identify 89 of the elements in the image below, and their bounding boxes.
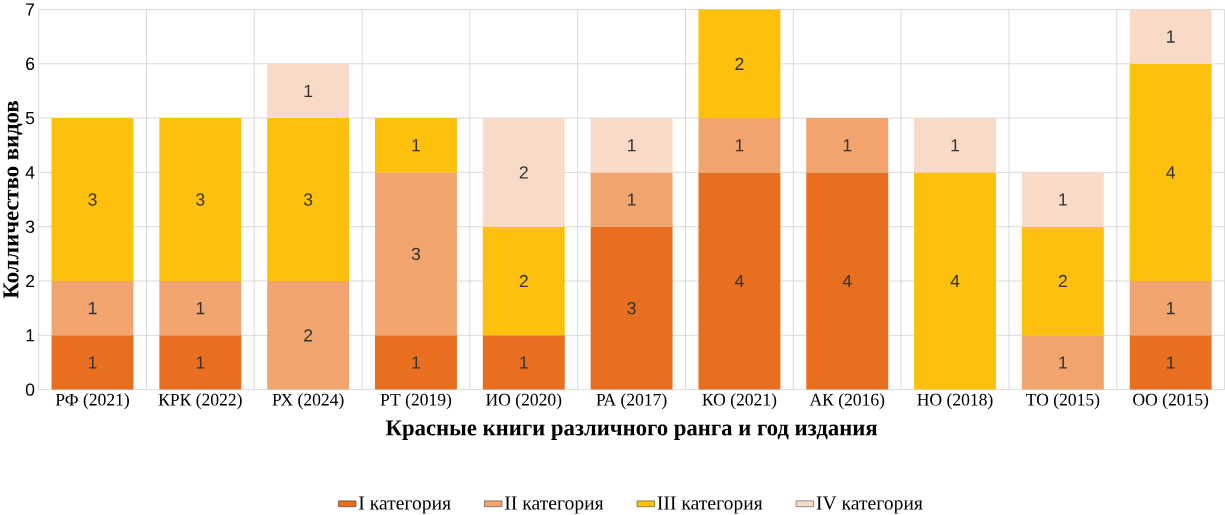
x-tick-label: РТ (2019)	[380, 393, 452, 410]
x-tick-label: ОО (2015)	[1133, 393, 1209, 410]
legend-label: I категория	[359, 496, 451, 514]
bar	[1129, 9, 1212, 64]
bar	[482, 335, 565, 390]
bar	[1021, 335, 1104, 390]
bar	[159, 280, 242, 336]
bar	[590, 118, 673, 173]
data-label: 1	[951, 139, 960, 152]
data-label: 2	[1058, 274, 1067, 288]
data-label: 1	[88, 356, 97, 369]
data-label: 1	[412, 356, 420, 369]
bar	[267, 118, 350, 281]
bar	[267, 280, 350, 390]
x-tick-label: АК (2016)	[809, 393, 885, 410]
data-label: 3	[88, 193, 97, 206]
data-label: 4	[1166, 166, 1176, 179]
data-label: 1	[1167, 30, 1175, 43]
bar	[482, 118, 565, 227]
y-tick-label: 7	[26, 3, 35, 16]
x-tick-label: ТО (2015)	[1026, 393, 1100, 410]
legend-label: IV категория	[816, 496, 923, 514]
bar	[806, 118, 889, 173]
x-tick-label: ИО (2020)	[486, 393, 562, 410]
data-label: 1	[520, 356, 528, 369]
legend-label: III категория	[657, 496, 763, 514]
x-axis-title: Красные книги различного ранга и год издания	[385, 420, 878, 441]
data-label: 1	[88, 302, 97, 315]
data-label: 4	[950, 274, 960, 287]
bar	[51, 118, 134, 281]
bar	[806, 172, 889, 390]
bar	[1129, 335, 1212, 390]
data-label: 1	[196, 356, 205, 369]
x-tick-label: КО (2021)	[702, 393, 777, 410]
x-tick-label: РА (2017)	[596, 393, 667, 410]
bar	[698, 118, 781, 173]
y-tick-label: 1	[26, 329, 35, 342]
y-tick-label: 3	[25, 220, 35, 233]
bar	[698, 9, 781, 119]
legend-label: II категория	[505, 496, 604, 514]
x-tick-label: КРК (2022)	[158, 393, 242, 410]
y-tick-label: 4	[25, 166, 35, 179]
bar	[482, 226, 565, 336]
bar	[374, 118, 457, 173]
y-tick-label: 2	[26, 274, 35, 288]
x-tick-label: РХ (2024)	[272, 393, 344, 410]
data-label: 2	[519, 166, 528, 179]
data-label: 1	[1167, 302, 1175, 315]
data-label: 1	[628, 193, 636, 206]
bar	[374, 172, 457, 336]
data-label: 1	[843, 139, 852, 152]
y-tick-label: 5	[25, 111, 35, 125]
data-label: 1	[1059, 356, 1067, 369]
bar	[159, 335, 242, 390]
data-label: 1	[304, 84, 313, 97]
data-label: 1	[1167, 356, 1175, 369]
data-label: 2	[735, 57, 744, 70]
bar	[374, 335, 457, 390]
data-label: 1	[628, 139, 636, 152]
bar	[698, 172, 781, 390]
bar	[914, 172, 997, 390]
data-label: 1	[1059, 193, 1067, 206]
y-axis-title: Колличество видов	[3, 101, 23, 299]
bar	[1021, 226, 1104, 336]
data-label: 3	[196, 193, 205, 206]
x-tick-label: НО (2018)	[917, 393, 993, 410]
bar	[1129, 63, 1212, 281]
bar	[159, 118, 242, 281]
y-tick-label: 0	[25, 383, 35, 396]
bar	[51, 335, 134, 390]
data-label: 4	[842, 274, 852, 287]
data-label: 1	[735, 139, 744, 152]
data-label: 3	[303, 193, 313, 206]
bar	[267, 63, 350, 119]
data-label: 1	[196, 302, 205, 315]
bar	[1021, 172, 1104, 227]
data-label: 2	[304, 329, 313, 342]
bar	[51, 280, 134, 336]
data-label: 2	[519, 274, 528, 288]
data-label: 3	[627, 301, 636, 315]
y-tick-label: 6	[26, 57, 35, 70]
bar	[590, 172, 673, 227]
bar	[590, 226, 673, 390]
data-label: 4	[734, 274, 744, 287]
bar	[914, 118, 997, 173]
bar	[1129, 280, 1212, 336]
data-label: 3	[411, 247, 421, 261]
x-tick-label: РФ (2021)	[55, 393, 129, 410]
data-label: 1	[412, 139, 420, 152]
